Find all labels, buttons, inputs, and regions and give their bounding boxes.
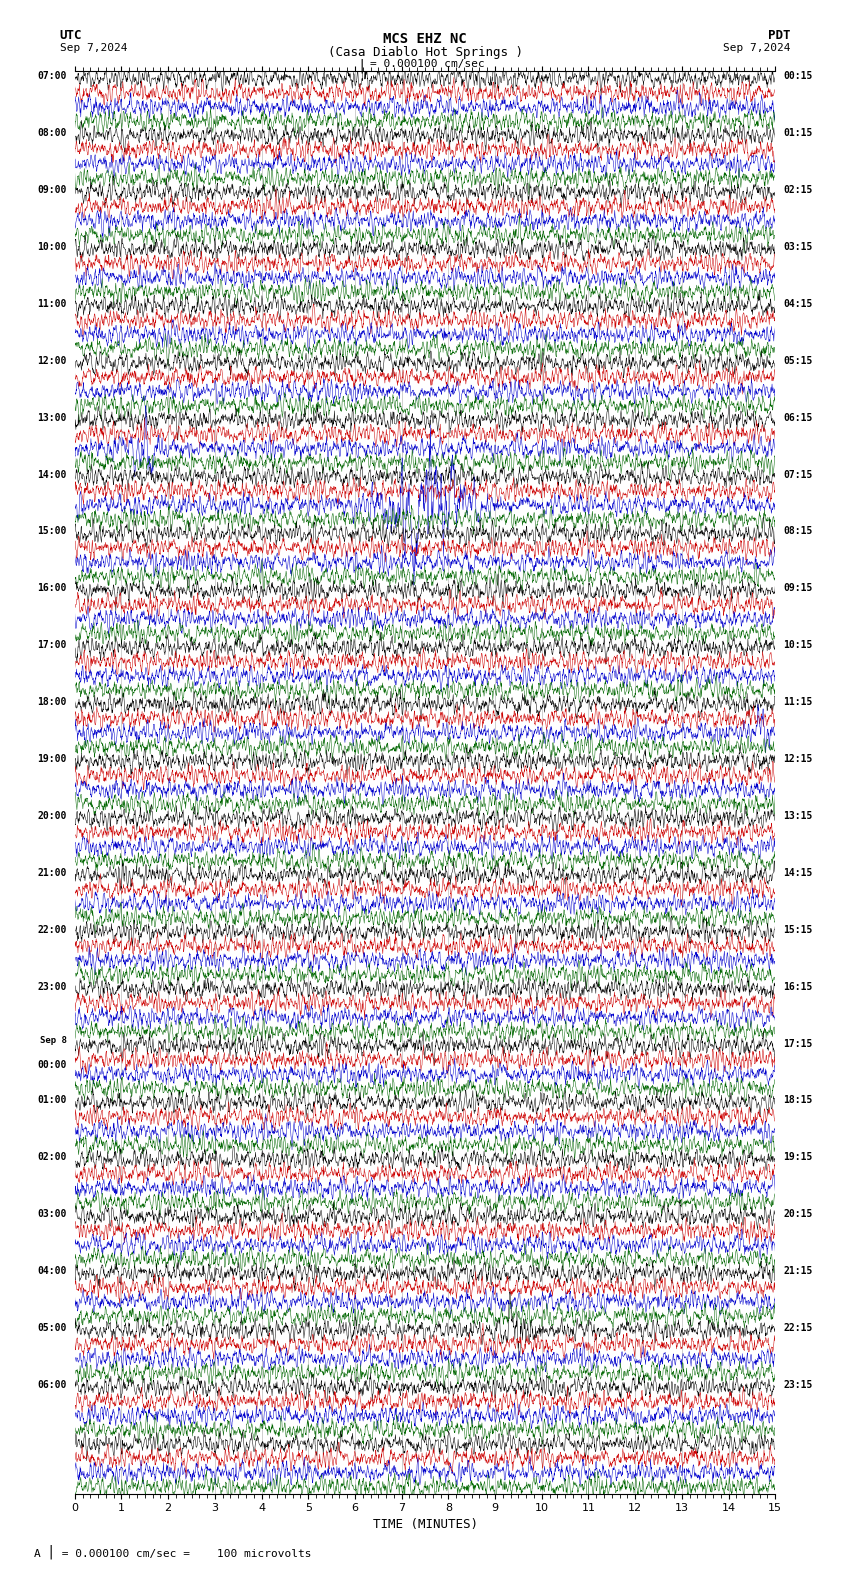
Text: 00:15: 00:15 bbox=[784, 71, 813, 81]
Text: Sep 7,2024: Sep 7,2024 bbox=[60, 43, 127, 52]
Text: 15:00: 15:00 bbox=[37, 526, 66, 537]
Text: 05:00: 05:00 bbox=[37, 1323, 66, 1334]
Text: 21:15: 21:15 bbox=[784, 1266, 813, 1277]
Text: 06:15: 06:15 bbox=[784, 413, 813, 423]
Text: Sep 8: Sep 8 bbox=[39, 1036, 66, 1045]
Text: 23:15: 23:15 bbox=[784, 1380, 813, 1389]
Text: 17:00: 17:00 bbox=[37, 640, 66, 651]
Text: 14:15: 14:15 bbox=[784, 868, 813, 878]
Text: 06:00: 06:00 bbox=[37, 1380, 66, 1389]
Text: 13:00: 13:00 bbox=[37, 413, 66, 423]
Text: 19:00: 19:00 bbox=[37, 754, 66, 763]
Text: 13:15: 13:15 bbox=[784, 811, 813, 821]
Text: 11:15: 11:15 bbox=[784, 697, 813, 706]
Text: MCS EHZ NC: MCS EHZ NC bbox=[383, 32, 467, 46]
Text: 01:00: 01:00 bbox=[37, 1096, 66, 1106]
Text: (Casa Diablo Hot Springs ): (Casa Diablo Hot Springs ) bbox=[327, 46, 523, 59]
Text: 22:00: 22:00 bbox=[37, 925, 66, 935]
Text: |: | bbox=[47, 1544, 55, 1559]
Text: A: A bbox=[34, 1549, 41, 1559]
Text: 03:15: 03:15 bbox=[784, 242, 813, 252]
Text: 15:15: 15:15 bbox=[784, 925, 813, 935]
Text: = 0.000100 cm/sec =    100 microvolts: = 0.000100 cm/sec = 100 microvolts bbox=[55, 1549, 312, 1559]
Text: 12:15: 12:15 bbox=[784, 754, 813, 763]
Text: 14:00: 14:00 bbox=[37, 469, 66, 480]
Text: 17:15: 17:15 bbox=[784, 1039, 813, 1049]
Text: 16:00: 16:00 bbox=[37, 583, 66, 594]
Text: 04:00: 04:00 bbox=[37, 1266, 66, 1277]
Text: PDT: PDT bbox=[768, 29, 790, 41]
Text: = 0.000100 cm/sec: = 0.000100 cm/sec bbox=[370, 59, 484, 68]
Text: 10:15: 10:15 bbox=[784, 640, 813, 651]
Text: 21:00: 21:00 bbox=[37, 868, 66, 878]
Text: 19:15: 19:15 bbox=[784, 1152, 813, 1163]
Text: 10:00: 10:00 bbox=[37, 242, 66, 252]
Text: 07:15: 07:15 bbox=[784, 469, 813, 480]
Text: 01:15: 01:15 bbox=[784, 128, 813, 138]
Text: 02:00: 02:00 bbox=[37, 1152, 66, 1163]
X-axis label: TIME (MINUTES): TIME (MINUTES) bbox=[372, 1517, 478, 1530]
Text: 04:15: 04:15 bbox=[784, 299, 813, 309]
Text: 00:00: 00:00 bbox=[37, 1060, 66, 1069]
Text: 05:15: 05:15 bbox=[784, 356, 813, 366]
Text: 18:00: 18:00 bbox=[37, 697, 66, 706]
Text: 18:15: 18:15 bbox=[784, 1096, 813, 1106]
Text: 20:00: 20:00 bbox=[37, 811, 66, 821]
Text: |: | bbox=[357, 59, 366, 73]
Text: 08:00: 08:00 bbox=[37, 128, 66, 138]
Text: 22:15: 22:15 bbox=[784, 1323, 813, 1334]
Text: UTC: UTC bbox=[60, 29, 82, 41]
Text: 23:00: 23:00 bbox=[37, 982, 66, 992]
Text: 12:00: 12:00 bbox=[37, 356, 66, 366]
Text: 20:15: 20:15 bbox=[784, 1209, 813, 1220]
Text: Sep 7,2024: Sep 7,2024 bbox=[723, 43, 791, 52]
Text: 03:00: 03:00 bbox=[37, 1209, 66, 1220]
Text: 08:15: 08:15 bbox=[784, 526, 813, 537]
Text: 07:00: 07:00 bbox=[37, 71, 66, 81]
Text: 16:15: 16:15 bbox=[784, 982, 813, 992]
Text: 09:15: 09:15 bbox=[784, 583, 813, 594]
Text: 09:00: 09:00 bbox=[37, 185, 66, 195]
Text: 11:00: 11:00 bbox=[37, 299, 66, 309]
Text: 02:15: 02:15 bbox=[784, 185, 813, 195]
